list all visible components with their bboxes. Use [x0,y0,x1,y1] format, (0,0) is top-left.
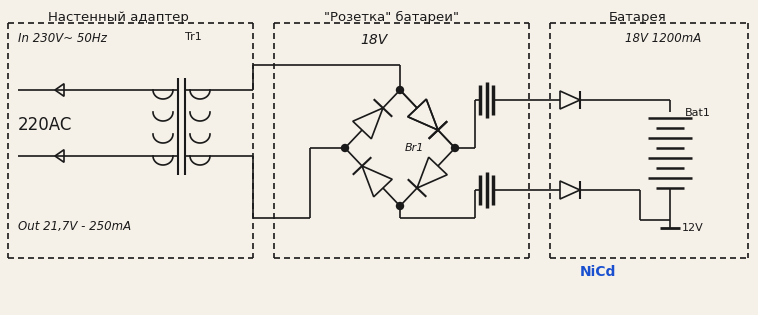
Text: Настенный адаптер: Настенный адаптер [48,11,189,24]
Text: 18V 1200mA: 18V 1200mA [625,32,701,45]
Circle shape [452,145,459,152]
Text: Out 21,7V - 250mA: Out 21,7V - 250mA [18,220,131,233]
Text: Tr1: Tr1 [185,32,202,42]
Text: "Розетка" батареи": "Розетка" батареи" [324,11,459,24]
Circle shape [396,203,403,209]
Text: NiCd: NiCd [580,265,616,279]
Text: Батарея: Батарея [609,11,667,24]
Text: Bat1: Bat1 [685,108,711,118]
Circle shape [342,145,349,152]
Text: 220AC: 220AC [18,116,72,134]
Text: 12V: 12V [682,223,703,233]
Circle shape [396,87,403,94]
Text: 18V: 18V [360,33,387,47]
Text: Br1: Br1 [405,143,424,153]
Text: In 230V~ 50Hz: In 230V~ 50Hz [18,32,107,45]
